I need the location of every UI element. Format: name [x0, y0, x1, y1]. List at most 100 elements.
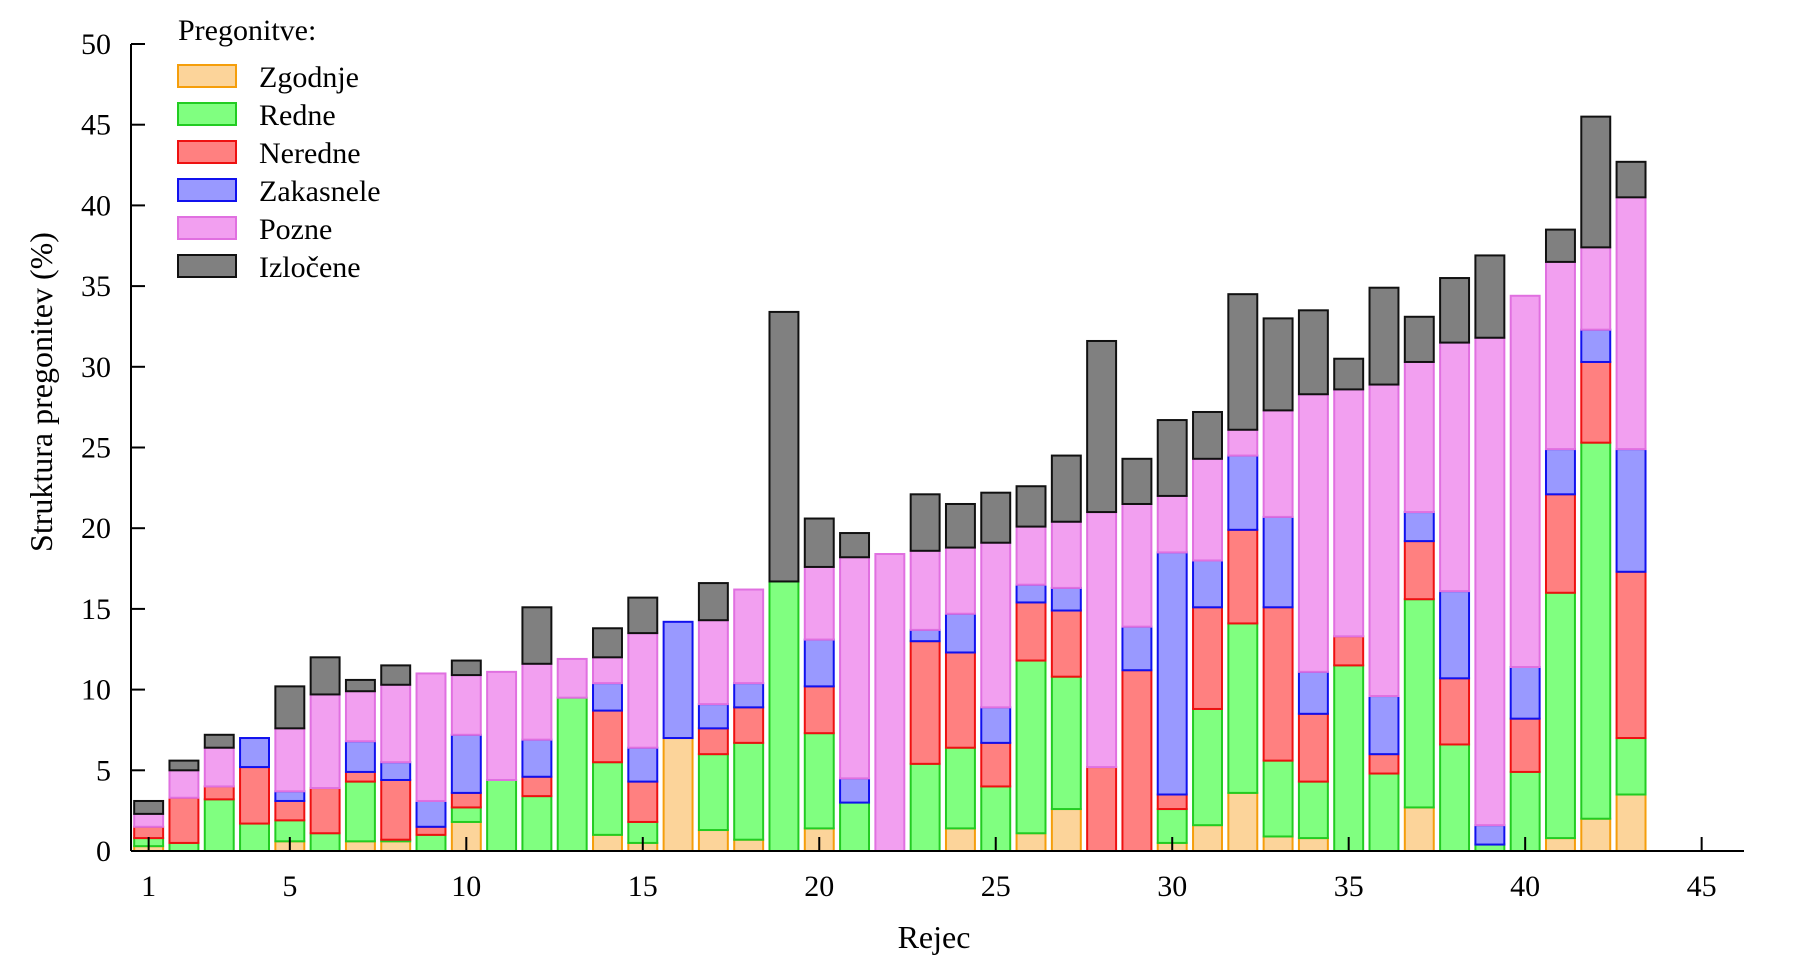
bar-segment-pozne-22: [874, 553, 906, 853]
bar-segment-zakasnele-31: [1192, 559, 1223, 609]
bar-segment-redne-9: [415, 833, 447, 852]
bar-segment-neredne-42: [1580, 360, 1612, 444]
bar-segment-izlo-ene-32: [1227, 293, 1259, 431]
bar-segment-redne-3: [203, 798, 235, 852]
x-tick-label-40: 40: [1510, 870, 1540, 903]
bar-segment-zakasnele-10: [450, 733, 482, 794]
plot-area: [133, 115, 1647, 853]
bar-segment-zgodnje-31: [1192, 824, 1223, 852]
bar-segment-neredne-32: [1227, 528, 1259, 625]
bar-segment-pozne-41: [1544, 260, 1576, 451]
bar-segment-redne-31: [1192, 707, 1223, 827]
bar-segment-neredne-3: [203, 785, 235, 801]
y-tick-label-35: 35: [81, 270, 111, 303]
bar-segment-redne-41: [1544, 591, 1576, 840]
bar-segment-izlo-ene-28: [1086, 339, 1118, 514]
bar-segment-zakasnele-20: [803, 638, 835, 688]
bar-segment-pozne-33: [1262, 409, 1294, 518]
bar-segment-neredne-36: [1368, 753, 1400, 775]
bar-segment-zakasnele-32: [1227, 454, 1259, 531]
y-tick-label-50: 50: [81, 28, 111, 61]
bar-segment-redne-11: [486, 778, 518, 852]
y-tick-label-25: 25: [81, 432, 111, 465]
bar-segment-pozne-36: [1368, 383, 1400, 698]
bar-segment-pozne-34: [1297, 393, 1329, 673]
bar-segment-neredne-2: [168, 796, 200, 844]
bar-segment-neredne-4: [239, 766, 270, 825]
legend-title: Pregonitve:: [178, 14, 316, 47]
bar-segment-neredne-7: [344, 770, 376, 783]
y-tick-label-45: 45: [81, 109, 111, 142]
bar-segment-neredne-38: [1439, 677, 1471, 746]
bar-segment-izlo-ene-12: [521, 606, 553, 665]
bar-segment-redne-20: [803, 732, 835, 830]
bar-segment-zgodnje-41: [1544, 837, 1576, 853]
bar-segment-neredne-41: [1544, 493, 1576, 594]
bar-segment-zakasnele-4: [239, 737, 270, 769]
bar-segment-redne-43: [1615, 737, 1647, 796]
legend-label-redne: Redne: [259, 99, 336, 132]
bar-segment-pozne-9: [415, 672, 447, 802]
bar-segment-zgodnje-18: [733, 838, 765, 853]
bar-segment-izlo-ene-43: [1615, 160, 1647, 199]
y-tick-label-30: 30: [81, 351, 111, 384]
bar-segment-pozne-37: [1403, 360, 1435, 514]
bar-segment-zakasnele-27: [1050, 586, 1082, 612]
bar-segment-pozne-42: [1580, 246, 1612, 331]
bar-segment-zgodnje-26: [1015, 832, 1047, 852]
bar-segment-pozne-38: [1439, 341, 1471, 593]
y-tick-label-20: 20: [81, 512, 111, 545]
bar-segment-zakasnele-29: [1121, 625, 1153, 672]
bar-segment-neredne-33: [1262, 606, 1294, 762]
bar-segment-neredne-15: [627, 780, 659, 823]
bar-segment-pozne-23: [909, 549, 941, 631]
x-tick-label-45: 45: [1687, 870, 1717, 903]
bar-segment-izlo-ene-36: [1368, 286, 1400, 386]
bar-segment-zakasnele-33: [1262, 515, 1294, 609]
bar-segment-zgodnje-42: [1580, 817, 1612, 852]
bar-segment-neredne-27: [1050, 609, 1082, 678]
bar-segment-zakasnele-25: [980, 706, 1012, 744]
bar-segment-pozne-32: [1227, 428, 1259, 457]
bar-segment-zgodnje-7: [344, 840, 376, 853]
x-tick-label-5: 5: [282, 870, 297, 903]
bar-segment-pozne-25: [980, 541, 1012, 709]
bar-segment-redne-4: [239, 822, 270, 852]
bar-segment-neredne-18: [733, 706, 765, 744]
bar-segment-izlo-ene-19: [768, 310, 800, 583]
bar-segment-pozne-10: [450, 674, 482, 736]
bar-segment-pozne-15: [627, 632, 659, 749]
bar-segment-redne-18: [733, 741, 765, 841]
bar-segment-neredne-8: [380, 778, 412, 841]
legend-swatch-redne: [177, 102, 237, 126]
bar-segment-zgodnje-32: [1227, 791, 1259, 853]
bar-segment-redne-37: [1403, 598, 1435, 809]
bar-segment-zgodnje-43: [1615, 793, 1647, 853]
legend-label-pozne: Pozne: [259, 213, 332, 246]
y-tick-label-15: 15: [81, 593, 111, 626]
bar-segment-pozne-11: [486, 670, 518, 781]
bar-segment-neredne-28: [1086, 766, 1118, 853]
bar-segment-pozne-26: [1015, 525, 1047, 586]
bar-segment-zakasnele-12: [521, 738, 553, 778]
bar-segment-redne-12: [521, 795, 553, 852]
bar-segment-redne-32: [1227, 622, 1259, 794]
bar-segment-neredne-20: [803, 685, 835, 735]
bar-segment-zgodnje-33: [1262, 835, 1294, 852]
bar-segment-zgodnje-16: [662, 737, 694, 853]
bar-segment-izlo-ene-27: [1050, 454, 1082, 523]
bar-segment-neredne-24: [944, 651, 976, 749]
legend: Pregonitve: Zgodnje Redne Neredne Zakasnele…: [177, 14, 381, 284]
y-axis-title: Struktura pregonitev (%): [23, 232, 59, 552]
bar-segment-zgodnje-14: [592, 833, 623, 852]
bar-segment-zakasnele-36: [1368, 695, 1400, 756]
bar-segment-izlo-ene-1: [133, 799, 165, 815]
bar-segment-redne-21: [839, 801, 871, 853]
legend-swatch-neredne: [177, 140, 237, 164]
bar-segment-zakasnele-23: [909, 628, 941, 643]
bar-segment-zakasnele-14: [592, 682, 623, 712]
bar-segment-izlo-ene-3: [203, 733, 235, 749]
bar-segment-redne-17: [697, 753, 729, 832]
legend-label-neredne: Neredne: [259, 137, 361, 170]
